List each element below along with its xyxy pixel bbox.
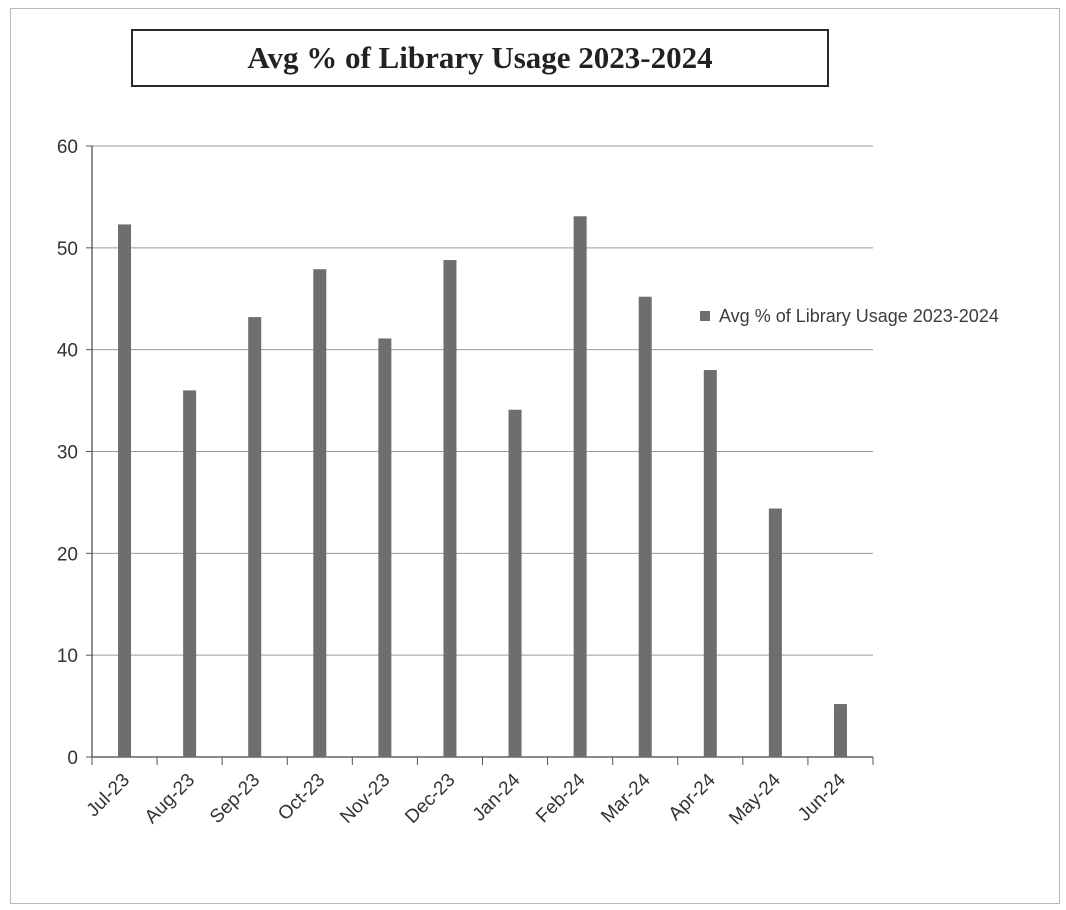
y-tick-label: 50	[57, 239, 78, 260]
x-tick-label: Jul-23	[83, 770, 134, 821]
x-tick-label: May-24	[725, 769, 785, 829]
legend-swatch	[700, 311, 710, 321]
x-tick-label: Aug-23	[141, 770, 199, 828]
bar	[378, 338, 392, 757]
y-tick-label: 60	[57, 137, 78, 158]
y-tick-label: 40	[57, 341, 78, 362]
bar	[118, 224, 132, 757]
bar	[703, 370, 717, 757]
bar	[313, 269, 327, 757]
x-tick-label: Sep-23	[206, 770, 264, 828]
bar	[833, 704, 847, 757]
x-tick-label: Apr-24	[665, 769, 720, 824]
bar	[638, 296, 652, 757]
x-tick-label: Feb-24	[532, 769, 590, 827]
legend-label: Avg % of Library Usage 2023-2024	[719, 306, 999, 326]
y-tick-label: 20	[57, 544, 78, 565]
bar	[508, 409, 522, 757]
x-tick-label: Oct-23	[274, 770, 329, 825]
bar	[183, 390, 197, 757]
y-tick-label: 30	[57, 443, 78, 464]
bar	[768, 508, 782, 757]
bar	[573, 216, 587, 757]
x-tick-label: Nov-23	[336, 770, 394, 828]
x-tick-label: Dec-23	[401, 770, 459, 828]
bar	[248, 317, 262, 757]
chart-title-box: Avg % of Library Usage 2023-2024	[131, 29, 829, 87]
chart-title: Avg % of Library Usage 2023-2024	[247, 40, 713, 75]
x-tick-label: Mar-24	[597, 769, 655, 827]
x-tick-label: Jan-24	[469, 769, 525, 825]
bar	[443, 260, 457, 757]
y-tick-label: 10	[57, 646, 78, 667]
y-tick-label: 0	[67, 748, 78, 769]
x-tick-label: Jun-24	[794, 769, 850, 825]
